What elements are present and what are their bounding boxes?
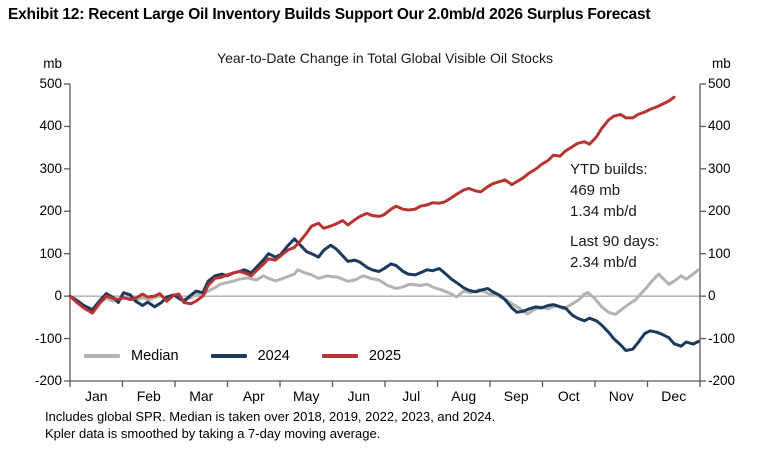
footnote-line-1: Includes global SPR. Median is taken ove… (45, 409, 496, 424)
month-label: Aug (451, 388, 477, 404)
month-label: May (293, 388, 320, 404)
y-tick-label: 500 (708, 76, 731, 91)
legend-label: Median (131, 348, 179, 364)
month-label: Oct (557, 388, 580, 404)
annotation-last90-title: Last 90 days: (570, 233, 660, 250)
y-tick-label: 0 (54, 288, 62, 304)
legend-swatch-median (84, 354, 120, 358)
month-label: Apr (242, 388, 265, 404)
y-tick-label: 200 (39, 203, 62, 219)
legend-swatch-2024 (210, 354, 247, 358)
annotation-last90: Last 90 days: 2.34 mb/d (570, 231, 659, 273)
annotation-block: YTD builds: 469 mb 1.34 mb/d Last 90 day… (570, 159, 659, 282)
y-tick-label: 100 (708, 245, 731, 261)
y-tick-label: -100 (708, 330, 736, 346)
y-tick-label: 400 (708, 118, 731, 134)
month-label: Sep (503, 388, 529, 404)
y-tick-label: 500 (39, 76, 62, 91)
month-label: Dec (661, 388, 687, 404)
annotation-ytd-rate: 1.34 mb/d (570, 203, 637, 220)
y-tick-label: -100 (34, 330, 62, 346)
month-label: Feb (136, 388, 161, 404)
annotation-ytd: YTD builds: 469 mb 1.34 mb/d (570, 159, 659, 222)
footnote-line-2: Kpler data is smoothed by taking a 7-day… (45, 426, 381, 441)
month-label: Jan (84, 388, 108, 404)
exhibit-title: Exhibit 12: Recent Large Oil Inventory B… (8, 6, 651, 23)
month-label: Jul (402, 388, 421, 404)
y-tick-label: 300 (39, 160, 62, 176)
y-tick-label: -200 (34, 373, 62, 388)
legend-label: 2024 (257, 348, 290, 364)
y-tick-label: 0 (708, 288, 716, 304)
y-tick-label: 300 (708, 160, 731, 176)
series-line-2024 (68, 237, 700, 352)
month-label: Mar (189, 388, 214, 404)
footnotes: Includes global SPR. Median is taken ove… (45, 408, 495, 442)
y-axis-unit-right: mb (712, 56, 731, 71)
legend-swatch-2025 (321, 354, 358, 358)
chart-subtitle: Year-to-Date Change in Total Global Visi… (217, 50, 553, 66)
legend: Median 2024 2025 (84, 347, 401, 365)
y-tick-label: 200 (708, 203, 731, 219)
y-tick-label: -200 (708, 373, 736, 388)
annotation-ytd-total: 469 mb (570, 182, 621, 199)
legend-label: 2025 (368, 348, 402, 364)
legend-item-2024: 2024 (210, 347, 290, 365)
annotation-last90-rate: 2.34 mb/d (570, 254, 637, 271)
y-tick-label: 400 (39, 118, 62, 134)
legend-item-median: Median (84, 347, 179, 365)
y-tick-label: 100 (39, 245, 62, 261)
legend-item-2025: 2025 (321, 347, 402, 365)
month-label: Jun (347, 388, 371, 404)
month-label: Nov (608, 388, 634, 404)
annotation-ytd-title: YTD builds: (570, 161, 648, 178)
y-axis-unit-left: mb (43, 56, 62, 71)
series-line-2025 (68, 95, 676, 315)
